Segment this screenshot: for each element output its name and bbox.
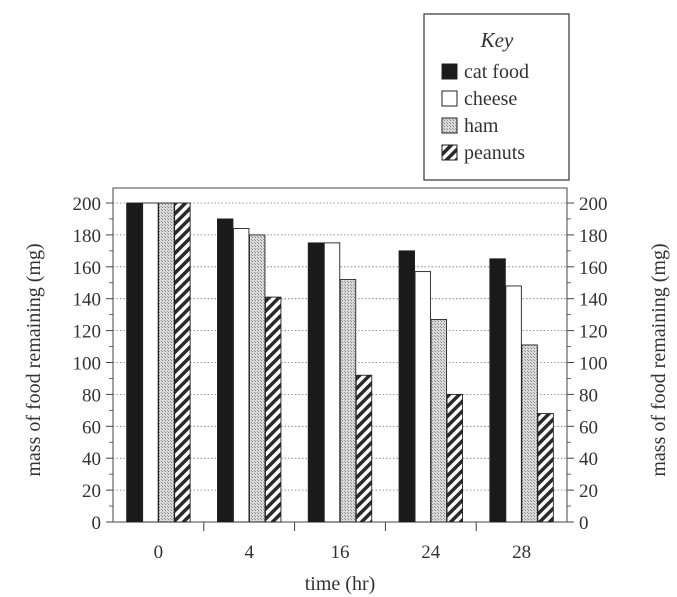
legend-label-ham: ham bbox=[464, 115, 499, 137]
bar-cat-food-16 bbox=[307, 242, 325, 523]
legend-label-peanuts: peanuts bbox=[464, 142, 525, 164]
bar-peanuts-24 bbox=[446, 393, 463, 523]
x-tick-label: 24 bbox=[421, 542, 441, 563]
x-axis: 0 4 16 24 28 bbox=[154, 522, 531, 563]
y-tick-label-right: 100 bbox=[579, 354, 608, 375]
bar-peanuts-4 bbox=[265, 296, 282, 523]
y-tick-label-right: 20 bbox=[579, 481, 598, 502]
bar-cat-food-0 bbox=[126, 202, 143, 523]
bar-cheese-4 bbox=[232, 228, 250, 523]
bars bbox=[126, 202, 554, 523]
y-tick-label-right: 200 bbox=[579, 194, 608, 215]
x-tick-label: 0 bbox=[154, 542, 164, 563]
y-axis-right: 0 20 40 60 80 100 120 140 160 180 200 bbox=[567, 194, 608, 534]
y-tick-label-right: 140 bbox=[579, 290, 608, 311]
legend-title: Key bbox=[480, 28, 514, 52]
y-tick-label-right: 160 bbox=[579, 258, 608, 279]
y-tick-label-right: 180 bbox=[579, 226, 608, 247]
bar-ham-4 bbox=[248, 234, 266, 523]
y-tick-label-right: 80 bbox=[579, 385, 598, 406]
y-tick-label-left: 160 bbox=[73, 258, 102, 279]
y-tick-label-left: 140 bbox=[73, 290, 102, 311]
y-tick-label-left: 200 bbox=[73, 194, 102, 215]
legend-swatch-peanuts bbox=[441, 144, 458, 161]
bar-cheese-0 bbox=[142, 202, 159, 523]
y-tick-label-left: 180 bbox=[73, 226, 102, 247]
y-tick-label-right: 0 bbox=[579, 513, 589, 534]
bar-peanuts-0 bbox=[174, 202, 191, 523]
bar-peanuts-16 bbox=[355, 374, 373, 523]
y-tick-label-left: 120 bbox=[73, 322, 102, 343]
legend-swatch-ham bbox=[441, 117, 458, 134]
x-tick-label: 28 bbox=[512, 542, 531, 563]
y-axis-label-right: mass of food remaining (mg) bbox=[648, 243, 670, 476]
bar-cat-food-28 bbox=[489, 258, 506, 523]
y-axis-label-left: mass of food remaining (mg) bbox=[23, 243, 45, 476]
bar-ham-28 bbox=[521, 344, 538, 523]
y-tick-label-left: 80 bbox=[82, 385, 101, 406]
y-tick-label-left: 60 bbox=[82, 417, 101, 438]
y-axis-left: 0 20 40 60 80 100 120 140 160 180 200 bbox=[73, 194, 113, 534]
y-tick-label-right: 60 bbox=[579, 417, 598, 438]
bar-ham-16 bbox=[339, 279, 357, 523]
y-tick-label-left: 40 bbox=[82, 449, 101, 470]
y-tick-label-left: 20 bbox=[82, 481, 101, 502]
bar-ham-24 bbox=[430, 318, 447, 523]
bar-cheese-28 bbox=[505, 285, 522, 523]
legend-swatch-cheese bbox=[441, 90, 458, 107]
bar-cheese-16 bbox=[323, 242, 341, 523]
y-tick-label-right: 120 bbox=[579, 322, 608, 343]
x-axis-label: time (hr) bbox=[305, 573, 376, 595]
y-tick-label-left: 100 bbox=[73, 354, 102, 375]
bar-peanuts-28 bbox=[537, 413, 554, 523]
bar-cat-food-24 bbox=[398, 250, 415, 523]
legend-label-cheese: cheese bbox=[464, 88, 517, 110]
y-tick-label-right: 40 bbox=[579, 449, 598, 470]
x-tick-label: 16 bbox=[331, 542, 350, 563]
bar-ham-0 bbox=[158, 202, 175, 523]
bar-cat-food-4 bbox=[216, 218, 234, 523]
legend: Key cat food cheese ham peanuts bbox=[423, 13, 570, 181]
bar-cheese-24 bbox=[414, 271, 431, 523]
y-tick-label-left: 0 bbox=[92, 513, 102, 534]
legend-label-cat-food: cat food bbox=[464, 61, 529, 83]
x-tick-label: 4 bbox=[244, 542, 254, 563]
legend-swatch-cat-food bbox=[441, 63, 458, 80]
